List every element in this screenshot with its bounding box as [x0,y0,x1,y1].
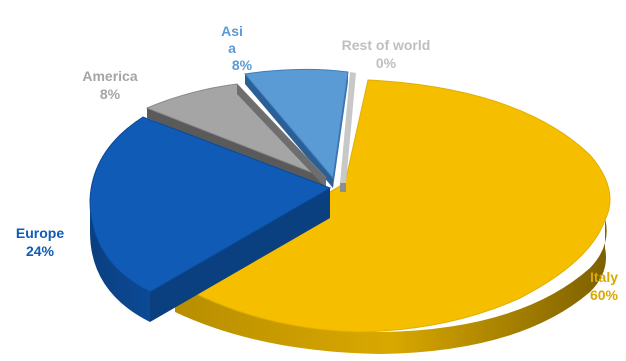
slice-rest-of-world [340,72,356,192]
label-europe-name: Europe [16,225,64,241]
label-asia-line1: Asi [221,23,243,39]
label-italy-name: Italy [590,269,618,285]
slice-america [145,83,327,188]
label-asia-line2: a [228,40,236,56]
slice-italy [173,79,611,354]
label-rest-of-world-pct: 0% [376,55,397,71]
label-rest-of-world: Rest of world 0% [342,37,431,71]
label-rest-of-world-name: Rest of world [342,37,431,53]
label-america-pct: 8% [100,86,121,102]
label-asia: Asi a 8% [221,23,253,73]
label-america-name: America [82,68,137,84]
label-europe-pct: 24% [26,243,55,259]
label-europe: Europe 24% [16,225,64,259]
label-italy: Italy 60% [590,269,619,303]
label-america: America 8% [82,68,137,102]
label-asia-pct: 8% [232,57,253,73]
label-italy-pct: 60% [590,287,619,303]
slice-asia [244,68,349,188]
slice-europe [89,116,332,322]
